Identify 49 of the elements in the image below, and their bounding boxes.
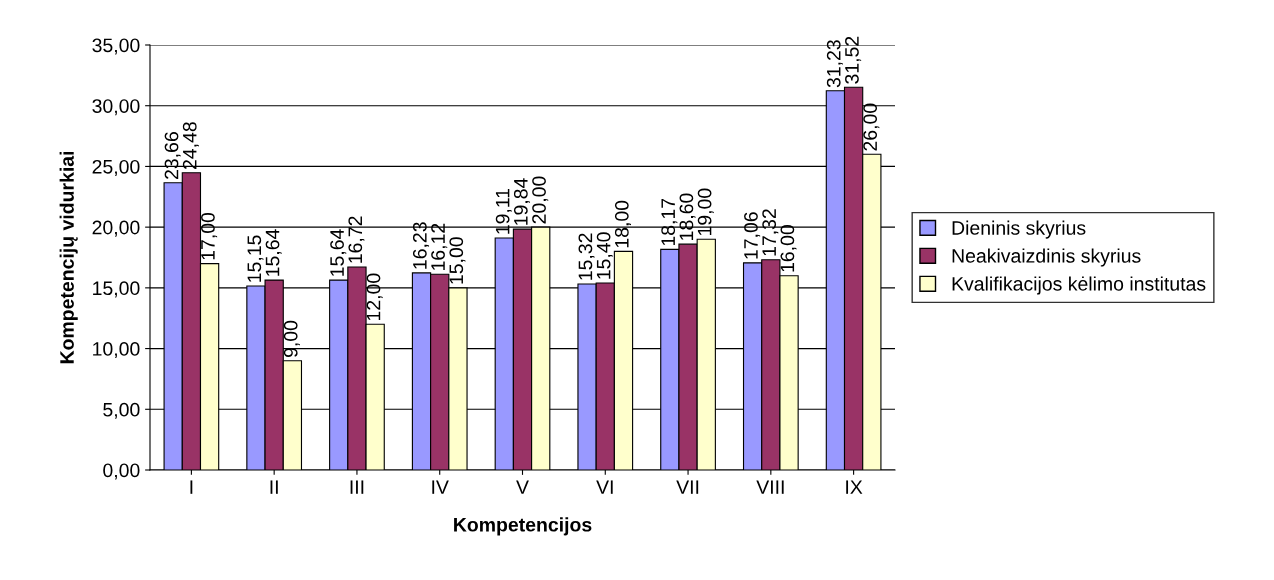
data-label: 19,00 (697, 188, 714, 236)
legend-label: Neakivaizdinis skyrius (952, 248, 1141, 267)
y-tick-label: 30,00 (92, 99, 140, 116)
y-tick-label: 25,00 (92, 159, 140, 176)
data-label: 17,32 (762, 209, 779, 256)
data-label: 26,00 (863, 103, 880, 151)
legend-label: Kvalifikacijos kėlimo institutas (952, 276, 1206, 295)
data-label: 23,66 (164, 132, 181, 179)
data-label: 18,00 (614, 200, 632, 248)
x-tick-label: I (190, 480, 193, 494)
x-tick-label: VII (676, 480, 699, 494)
data-label: 18,60 (679, 193, 696, 240)
y-tick-label: 5,00 (103, 402, 140, 419)
data-label: 15,40 (596, 232, 613, 279)
y-tick-label: 20,00 (92, 220, 140, 237)
x-axis-title: Kompetencijos (454, 517, 592, 536)
y-tick-label: 10,00 (93, 342, 140, 359)
data-label: 16,00 (780, 225, 797, 272)
data-label: 31,23 (826, 40, 843, 88)
data-label: 31,52 (845, 36, 862, 84)
x-tick-label: VI (596, 480, 613, 494)
data-label: 15,32 (578, 233, 595, 280)
data-label: 12,00 (366, 273, 383, 321)
data-label: 9,00 (283, 320, 300, 358)
data-label: 24,48 (182, 122, 199, 169)
y-tick-label: 15,00 (93, 281, 140, 298)
x-tick-label: IX (846, 480, 863, 494)
data-label: 20,00 (532, 176, 549, 224)
x-tick-label: VIII (756, 480, 784, 494)
y-axis-title: Kompetencijų vidurkiai (59, 151, 78, 364)
data-label: 15,00 (449, 237, 466, 284)
data-label: 15,15 (247, 235, 264, 282)
y-tick-label: 35,00 (92, 38, 140, 55)
data-label: 19,11 (495, 188, 512, 234)
data-label: 15,64 (265, 229, 282, 276)
data-label: 19,84 (513, 178, 531, 225)
x-tick-label: III (350, 480, 364, 494)
y-tick-label: 0,00 (103, 463, 140, 480)
legend-label: Dieninis skyrius (952, 220, 1086, 239)
x-tick-label: II (270, 480, 278, 494)
data-label: 15,64 (330, 229, 347, 276)
data-label: 16,72 (348, 216, 365, 263)
x-tick-label: V (516, 480, 529, 494)
data-label: 18,17 (661, 198, 678, 246)
data-label: 17,00 (201, 212, 218, 260)
x-tick-label: IV (432, 480, 449, 494)
data-label: 17,06 (744, 212, 761, 259)
data-label: 16,12 (431, 223, 448, 270)
data-label: 16,23 (412, 222, 430, 269)
